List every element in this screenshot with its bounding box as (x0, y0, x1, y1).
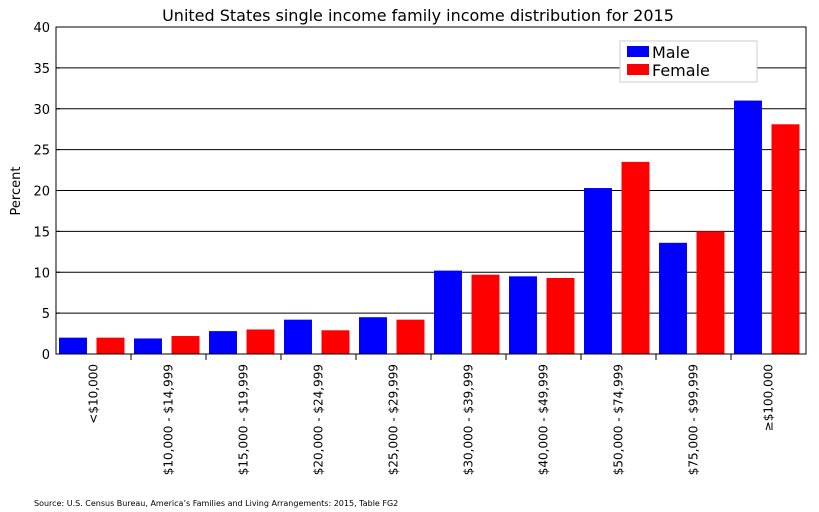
y-axis-label: Percent (9, 167, 24, 216)
legend-label-male: Male (652, 43, 690, 62)
y-tick-label: 40 (33, 21, 50, 36)
x-axis-ticks: <$10,000 $10,000 - $14,999 $15,000 - $19,9… (87, 354, 776, 475)
y-tick-label: 5 (42, 307, 50, 322)
bar-female (471, 274, 500, 354)
x-tick-label: $40,000 - $49,999 (537, 364, 551, 475)
y-tick-label: 25 (33, 144, 50, 159)
x-tick-label: $50,000 - $74,999 (612, 364, 626, 475)
bar-male (584, 188, 612, 354)
y-axis-ticks: 0 5 10 15 20 25 30 35 40 (33, 21, 60, 363)
y-tick-label: 35 (33, 62, 50, 77)
bar-male (284, 319, 312, 354)
bar-female (321, 330, 350, 354)
bar-male (209, 331, 237, 354)
chart-title: United States single income family incom… (162, 6, 674, 25)
bar-female (771, 124, 800, 354)
legend-swatch-male (627, 46, 649, 57)
bar-male (134, 338, 162, 354)
bar-male (359, 317, 387, 354)
bar-male (434, 270, 462, 354)
y-tick-label: 20 (33, 185, 50, 200)
x-tick-label: ≥$100,000 (762, 364, 776, 431)
bar-female (396, 319, 425, 354)
gridlines (56, 67, 806, 314)
bar-female (96, 337, 125, 354)
x-tick-label: <$10,000 (87, 364, 101, 424)
x-tick-label: $20,000 - $24,999 (312, 364, 326, 475)
legend: Male Female (619, 40, 758, 83)
bar-male (59, 337, 87, 354)
bar-female (696, 231, 725, 354)
y-tick-label: 30 (33, 103, 50, 118)
bar-male (509, 276, 537, 354)
y-tick-label: 10 (33, 266, 50, 281)
x-tick-label: $10,000 - $14,999 (162, 364, 176, 475)
bar-female (246, 329, 275, 354)
bar-female (546, 277, 575, 354)
y-tick-label: 15 (33, 225, 50, 240)
bar-female (171, 336, 200, 354)
x-tick-label: $25,000 - $29,999 (387, 364, 401, 475)
bar-female (621, 161, 650, 354)
legend-swatch-female (627, 64, 649, 75)
y-tick-label: 0 (42, 348, 50, 363)
x-tick-label: $15,000 - $19,999 (237, 364, 251, 475)
legend-label-female: Female (652, 61, 710, 80)
bar-male (659, 242, 687, 354)
source-note: Source: U.S. Census Bureau, America’s Fa… (34, 499, 398, 508)
x-tick-label: $75,000 - $99,999 (687, 364, 701, 475)
x-tick-label: $30,000 - $39,999 (462, 364, 476, 475)
bars (59, 100, 800, 354)
bar-male (734, 100, 762, 354)
